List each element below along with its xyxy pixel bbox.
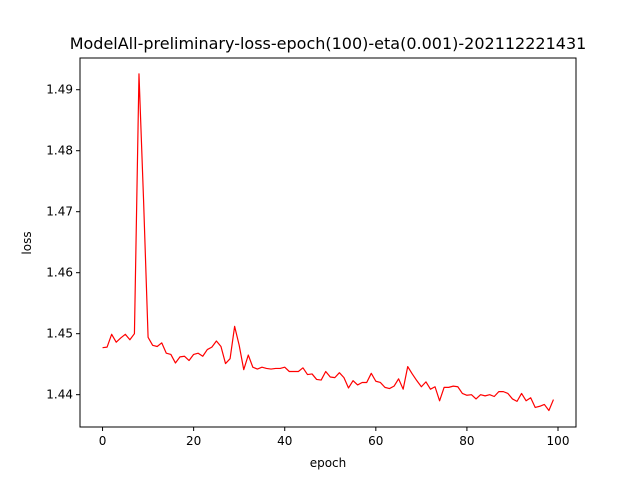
x-tick-label: 60 [368, 434, 383, 448]
ticks-layer: 0 20 40 60 80 100 1.44 1.45 1.46 1.47 1.48 1.49 [46, 83, 569, 448]
chart-title: ModelAll-preliminary-loss-epoch(100)-eta… [70, 34, 587, 53]
x-tick-label: 100 [547, 434, 570, 448]
y-tick-label: 1.45 [46, 327, 73, 341]
series-layer [102, 73, 555, 412]
loss-series-line [102, 73, 555, 412]
x-tick-label: 0 [99, 434, 107, 448]
x-tick-label: 20 [186, 434, 201, 448]
plot-area-frame [79, 57, 577, 428]
y-axis-label: loss [20, 231, 34, 254]
y-tick-label: 1.44 [46, 388, 73, 402]
y-tick-label: 1.48 [46, 144, 73, 158]
x-tick-label: 40 [277, 434, 292, 448]
y-tick-label: 1.49 [46, 83, 73, 97]
y-tick-label: 1.46 [46, 266, 73, 280]
x-tick-label: 80 [459, 434, 474, 448]
y-tick-label: 1.47 [46, 205, 73, 219]
x-axis-label: epoch [310, 456, 347, 470]
